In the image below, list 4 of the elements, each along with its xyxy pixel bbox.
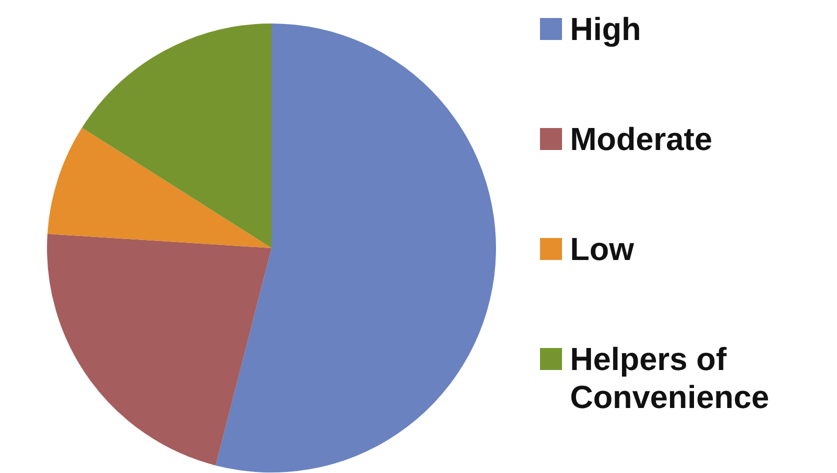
- legend-label: Moderate: [570, 120, 712, 158]
- legend-label: Low: [570, 230, 634, 268]
- legend-label: High: [570, 10, 642, 48]
- legend-label: Helpers of Convenience: [570, 340, 770, 416]
